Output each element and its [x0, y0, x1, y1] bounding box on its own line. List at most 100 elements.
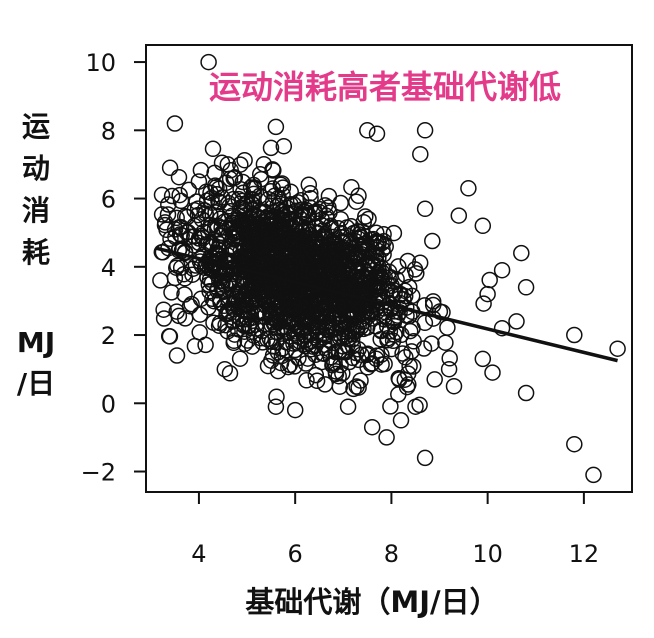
- data-point: [328, 236, 345, 253]
- data-point: [267, 398, 285, 415]
- data-point: [339, 327, 356, 345]
- trendline: [155, 246, 618, 363]
- data-point: [205, 314, 222, 331]
- data-point: [508, 313, 525, 330]
- data-point: [232, 181, 249, 198]
- data-point: [203, 194, 221, 211]
- data-point: [357, 234, 375, 252]
- data-point: [202, 184, 219, 202]
- data-point: [280, 358, 297, 376]
- data-point: [306, 304, 324, 321]
- data-point: [170, 168, 188, 186]
- data-point: [378, 429, 395, 446]
- data-point: [297, 201, 315, 219]
- data-point: [275, 137, 293, 155]
- data-point: [241, 216, 258, 234]
- data-point: [298, 219, 315, 237]
- data-point: [184, 266, 201, 283]
- data-point: [242, 295, 259, 312]
- data-point: [254, 305, 271, 322]
- data-point: [303, 253, 321, 270]
- data-point: [192, 161, 210, 179]
- data-point: [304, 265, 321, 283]
- data-point: [160, 196, 177, 213]
- data-point: [216, 360, 234, 378]
- x-axis-label: 基础代谢（MJ/日）: [245, 585, 498, 619]
- data-point: [286, 401, 304, 419]
- x-tick-label: 6: [288, 540, 303, 568]
- data-point: [219, 156, 237, 173]
- data-point: [347, 316, 364, 333]
- data-point: [359, 122, 376, 139]
- data-point: [315, 253, 333, 270]
- data-point: [353, 311, 370, 328]
- data-point: [300, 263, 317, 281]
- data-point: [416, 314, 434, 332]
- data-point: [262, 139, 280, 157]
- data-point: [385, 224, 403, 242]
- data-point: [268, 233, 285, 251]
- y-axis-label-line: 动: [22, 152, 50, 185]
- data-point: [403, 287, 421, 305]
- data-point: [348, 262, 365, 280]
- data-point: [186, 228, 203, 245]
- data-point: [403, 343, 420, 360]
- data-point: [566, 326, 583, 344]
- data-point: [348, 258, 365, 276]
- data-point: [163, 187, 181, 205]
- data-point: [231, 199, 249, 216]
- data-point: [362, 356, 380, 373]
- data-point: [228, 292, 246, 310]
- data-point: [371, 276, 388, 294]
- data-point: [350, 341, 367, 358]
- data-point: [152, 272, 169, 289]
- data-point: [388, 323, 405, 341]
- data-point: [263, 333, 281, 350]
- data-point: [216, 213, 234, 230]
- data-point: [339, 260, 356, 278]
- data-point: [221, 365, 239, 382]
- data-point: [243, 338, 261, 355]
- data-point: [171, 186, 188, 204]
- data-point: [268, 388, 285, 406]
- data-point: [359, 345, 377, 362]
- data-point: [445, 377, 463, 395]
- data-point: [231, 285, 249, 302]
- data-point: [232, 156, 249, 173]
- data-point: [153, 206, 171, 223]
- data-point: [336, 281, 353, 299]
- data-point: [368, 125, 386, 142]
- data-point: [424, 293, 442, 310]
- data-point: [437, 334, 454, 351]
- y-tick-label: 2: [101, 322, 116, 350]
- data-point: [474, 350, 492, 368]
- x-tick-label: 10: [472, 540, 503, 568]
- data-point: [189, 200, 207, 217]
- data-point: [168, 347, 186, 364]
- data-point: [363, 418, 381, 436]
- data-point: [220, 294, 238, 312]
- data-point: [379, 330, 396, 347]
- data-point: [317, 326, 335, 344]
- data-point: [364, 255, 382, 273]
- data-point: [450, 207, 468, 224]
- data-point: [308, 372, 326, 390]
- data-point: [334, 338, 352, 355]
- data-point: [293, 222, 311, 239]
- chart-title: 运动消耗高者基础代谢低: [209, 68, 561, 106]
- data-point: [440, 360, 458, 378]
- data-point: [424, 232, 441, 250]
- data-point: [319, 256, 336, 273]
- data-point: [390, 258, 407, 275]
- data-point: [163, 284, 180, 301]
- data-point: [224, 214, 241, 231]
- data-point: [236, 151, 253, 169]
- data-point: [405, 333, 422, 350]
- data-point: [367, 350, 385, 368]
- data-point: [290, 349, 307, 367]
- data-point: [251, 246, 268, 263]
- data-point: [566, 435, 583, 453]
- data-point: [298, 372, 315, 389]
- data-point: [190, 173, 208, 190]
